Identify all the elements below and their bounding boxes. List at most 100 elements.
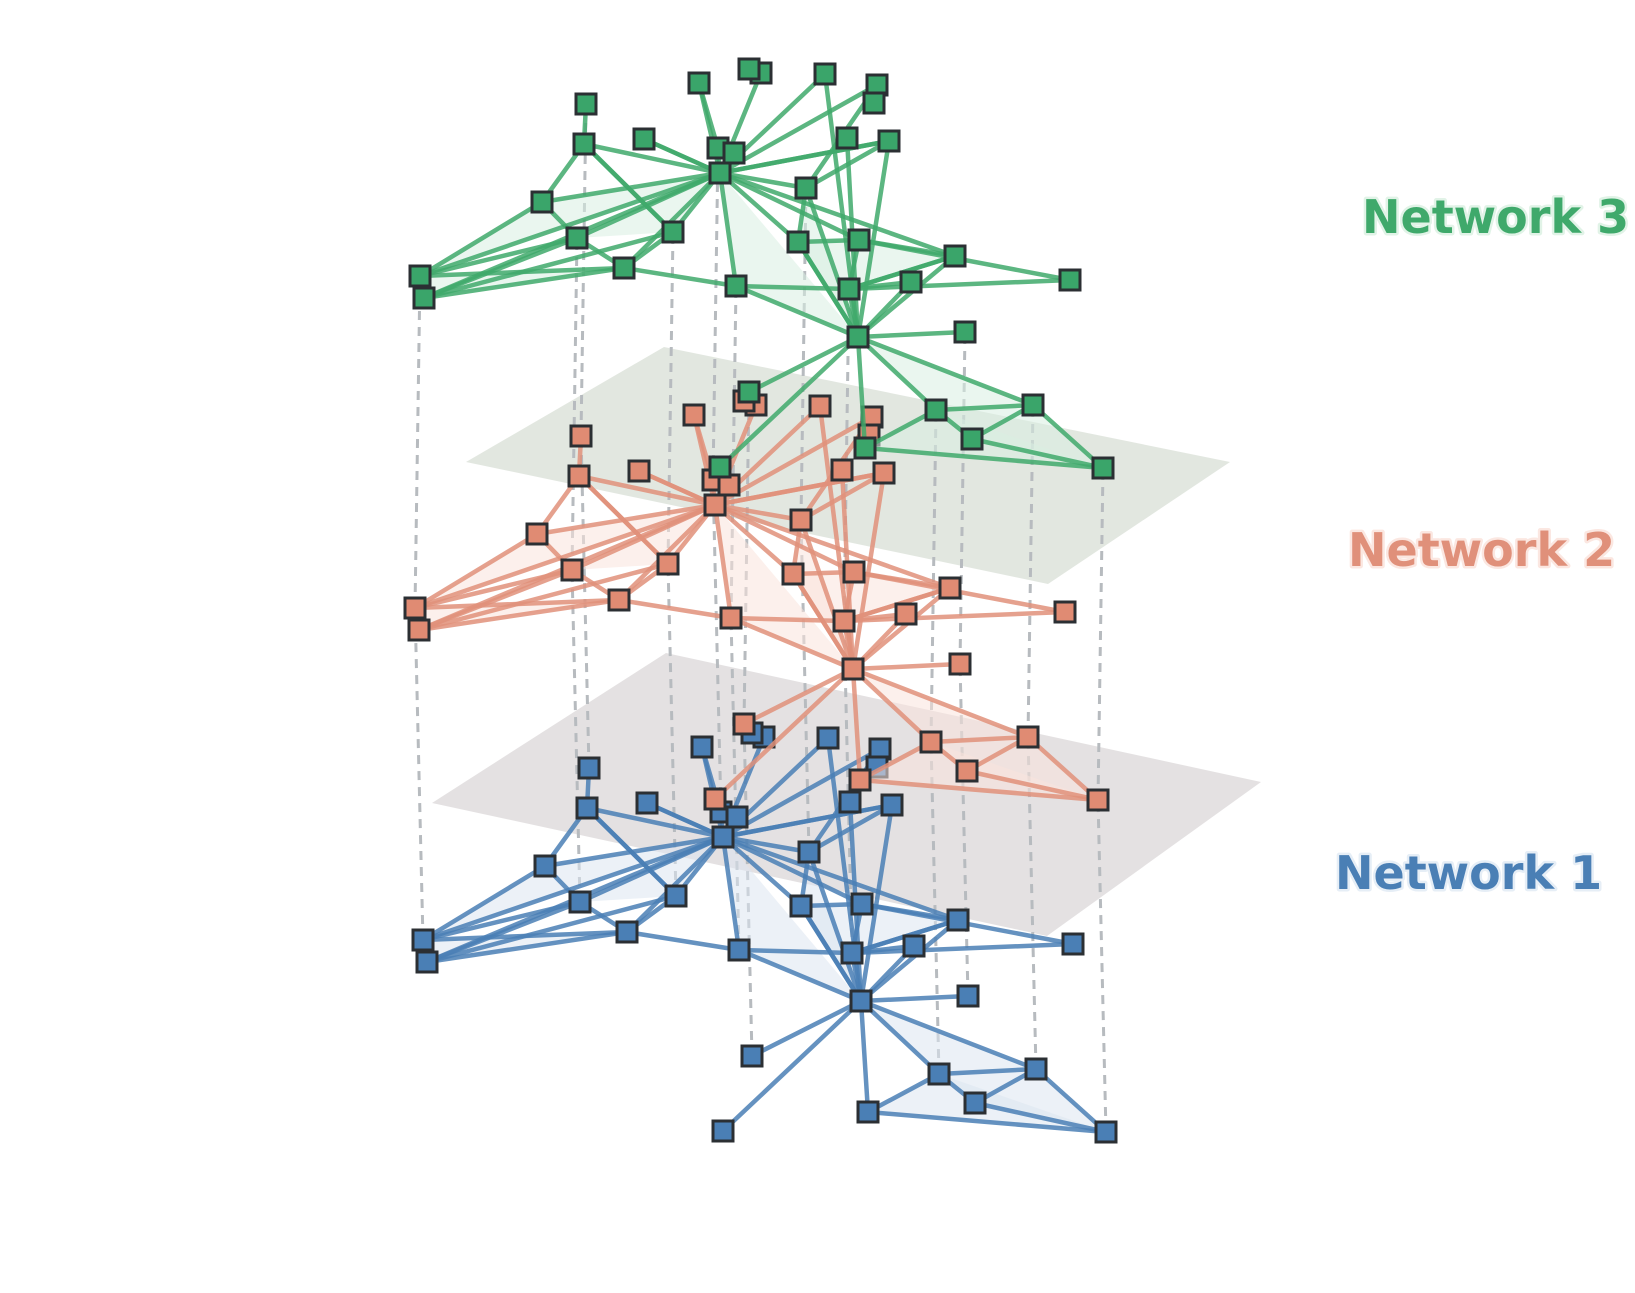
network-edge: [855, 334, 939, 413]
network-edge: [416, 567, 575, 633]
network-edge: [936, 1066, 1039, 1077]
network-edge: [712, 502, 804, 523]
network-edge: [858, 917, 961, 1004]
network-edge: [746, 334, 861, 395]
network-edge: [576, 473, 718, 508]
network-edge: [858, 993, 971, 1004]
network-edge: [798, 517, 856, 672]
network-node: [786, 230, 810, 254]
network-node: [412, 286, 436, 310]
network-edge: [417, 170, 723, 279]
network-edge: [712, 666, 856, 802]
network-edge: [1025, 734, 1101, 803]
network-edge: [849, 941, 1076, 956]
network-node: [719, 606, 743, 630]
network-node: [722, 141, 746, 165]
network-node: [724, 274, 748, 298]
network-edge: [712, 414, 875, 508]
network-node: [919, 730, 943, 754]
network-node: [607, 588, 631, 612]
network-node: [690, 735, 714, 759]
network-edge: [420, 834, 726, 943]
network-region: [931, 737, 1028, 771]
network-node: [789, 508, 813, 532]
network-node: [407, 618, 431, 642]
network-edge: [417, 265, 627, 279]
network-edge: [720, 802, 895, 840]
network-edge: [736, 947, 855, 956]
network-node: [703, 787, 727, 811]
network-edge: [806, 849, 864, 1004]
interlayer-link: [413, 275, 422, 609]
interlayer-link: [413, 607, 425, 941]
network-node: [789, 894, 813, 918]
network-edge: [717, 170, 801, 245]
network-node: [1058, 268, 1082, 292]
network-edge: [728, 615, 847, 624]
network-node: [530, 190, 554, 214]
network-3-label: Network 3: [1362, 190, 1629, 244]
network-edge: [421, 229, 676, 301]
network-edge: [717, 82, 880, 176]
interlayer-link: [1096, 799, 1108, 1133]
network-node: [687, 71, 711, 95]
network-node: [627, 459, 651, 483]
network-edge: [964, 768, 1101, 803]
network-node: [711, 1119, 735, 1143]
network-edge: [717, 138, 892, 176]
network-edge: [581, 141, 723, 176]
network-edge: [420, 929, 630, 943]
network-edge: [720, 834, 865, 907]
network-node: [737, 380, 761, 404]
network-1-label: Network 1: [1335, 846, 1602, 900]
network-edge: [855, 334, 868, 451]
network-node: [846, 325, 870, 349]
network-node: [411, 928, 435, 952]
network-node: [525, 522, 549, 546]
network-edge: [850, 661, 963, 672]
network-node: [615, 920, 639, 944]
network-edge: [728, 615, 856, 672]
network-edge: [933, 402, 1036, 413]
network-edge: [717, 334, 861, 470]
network-region: [723, 837, 861, 1001]
network-node: [856, 1100, 880, 1124]
network-node: [1021, 393, 1045, 417]
network-edge: [420, 899, 583, 943]
network-edge: [720, 834, 742, 953]
network-edge: [412, 597, 622, 611]
network-node: [832, 609, 856, 633]
network-node: [1053, 600, 1077, 624]
network-region: [715, 505, 853, 669]
network-node: [661, 220, 685, 244]
network-edge: [576, 473, 671, 567]
network-edge: [857, 777, 1101, 803]
network-2-label: Network 2: [1348, 523, 1615, 577]
network-node: [711, 825, 735, 849]
network-node: [682, 403, 706, 427]
network-edge: [712, 502, 796, 577]
network-node: [708, 455, 732, 479]
network-3-layer: [408, 57, 1115, 480]
network-node: [872, 461, 896, 485]
interlayer-link: [929, 409, 938, 743]
network-node: [635, 791, 659, 815]
network-node: [632, 127, 656, 151]
network-edge: [720, 746, 883, 840]
network-edge: [416, 561, 671, 633]
network-edge: [858, 998, 1039, 1072]
network-edge: [733, 283, 861, 340]
network-node: [953, 320, 977, 344]
network-node: [899, 270, 923, 294]
network-edge: [972, 1100, 1109, 1135]
network-edge: [1033, 1066, 1109, 1135]
network-edge: [855, 329, 968, 340]
network-edge: [850, 585, 953, 672]
network-node: [938, 576, 962, 600]
network-node: [740, 1044, 764, 1068]
network-edge: [855, 253, 958, 340]
network-node: [1091, 456, 1115, 480]
network-node: [533, 854, 557, 878]
interlayer-link: [1096, 467, 1105, 801]
